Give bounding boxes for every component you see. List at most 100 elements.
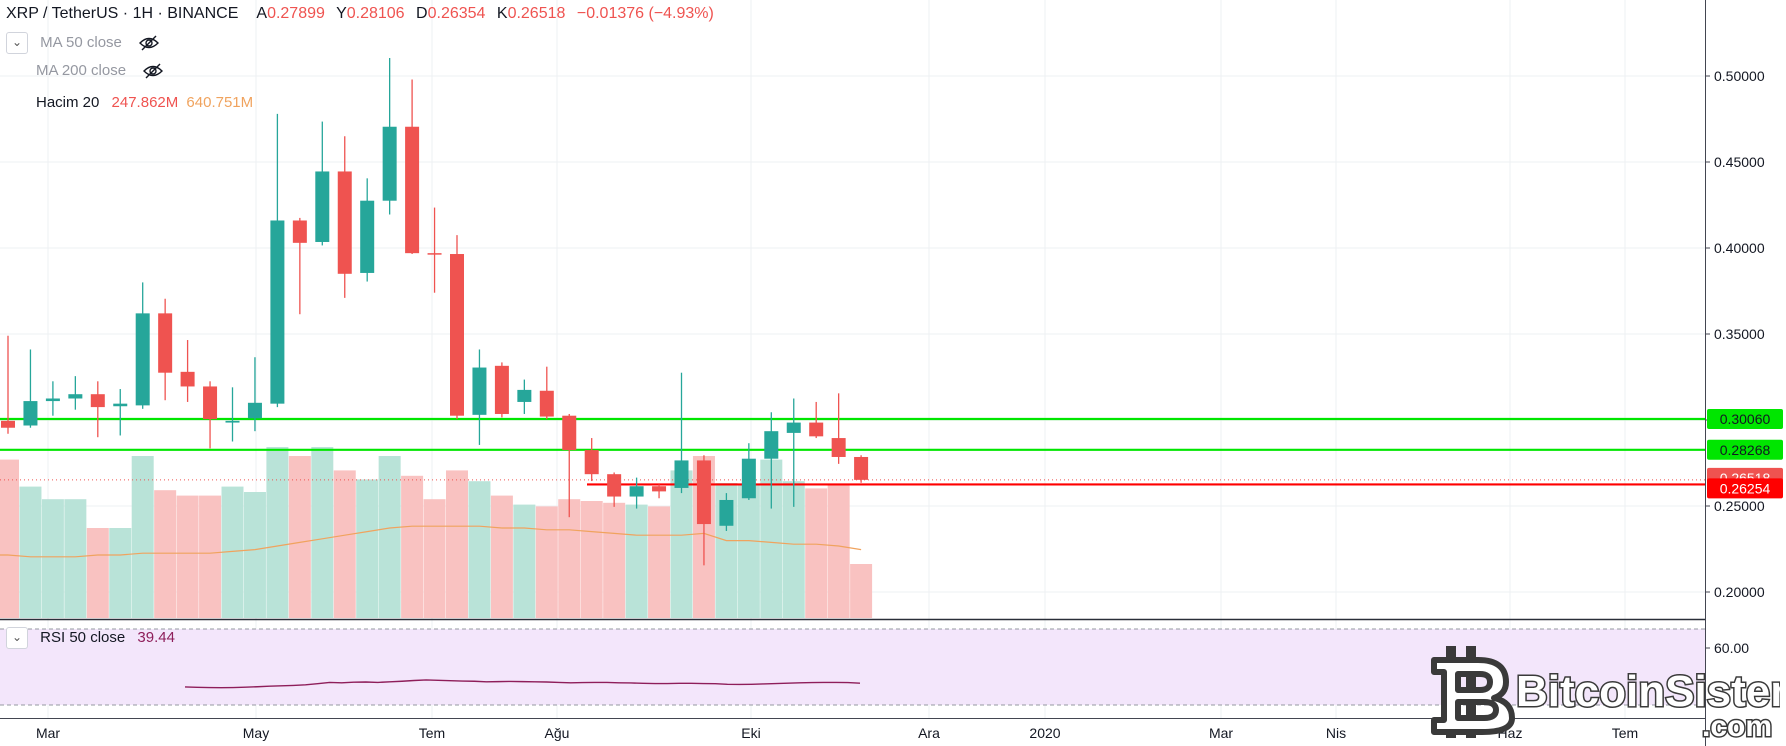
candle-body <box>629 486 644 497</box>
volume-value: 247.862M <box>111 94 179 111</box>
candle-body <box>23 401 38 426</box>
volume-bar <box>603 502 626 618</box>
price-tick-label: 0.25000 <box>1714 498 1765 514</box>
volume-ma-value: 640.751M <box>186 94 254 111</box>
level-label-green-text: 0.30060 <box>1720 411 1771 427</box>
candle-body <box>180 371 195 387</box>
candle-body <box>203 386 218 420</box>
volume-bar <box>423 499 446 618</box>
candle-body <box>539 390 554 417</box>
volume-bar <box>850 564 873 618</box>
candle-body <box>607 474 622 497</box>
level-label-red <box>1707 478 1783 499</box>
rsi-value: 39.44 <box>137 628 175 646</box>
bitcoinsistemi-watermark: BitcoinSistemi .com <box>1431 646 1780 740</box>
candle-body <box>270 220 285 404</box>
volume-bar <box>625 504 648 618</box>
high-key: Y <box>336 5 347 22</box>
volume-bar <box>513 504 536 618</box>
level-label-red-text: 0.26254 <box>1720 480 1771 496</box>
price-tick-label: 0.20000 <box>1714 584 1765 600</box>
candle-body <box>764 431 779 459</box>
candles <box>1 57 869 566</box>
legend-ma50[interactable]: ⌄ MA 50 close <box>0 32 160 54</box>
candle-body <box>315 171 330 242</box>
volume-bar <box>333 470 356 618</box>
collapse-rsi-legend-button[interactable]: ⌄ <box>6 627 28 649</box>
volume-bar <box>827 484 850 618</box>
volume-bar <box>782 481 805 618</box>
candle-body <box>472 367 487 415</box>
volume-bar <box>446 470 468 618</box>
open-value: 0.27899 <box>267 5 325 22</box>
close-key: K <box>496 5 508 22</box>
volume-bar <box>311 447 334 618</box>
candle-body <box>247 402 262 419</box>
volume-bar <box>199 495 222 618</box>
candle-body <box>135 313 150 406</box>
volume-bar <box>86 528 109 618</box>
time-tick-label: Tem <box>419 725 445 741</box>
chart-header: XRP / TetherUS · 1H · BINANCE A0.27899 Y… <box>6 5 721 23</box>
volume-bar <box>0 459 19 618</box>
volume-bar <box>580 501 603 618</box>
horizontal-levels <box>0 417 1705 486</box>
time-tick-label: Ağu <box>545 725 570 741</box>
candle-body <box>292 220 307 243</box>
watermark-suffix: .com <box>1702 710 1772 740</box>
candle-body <box>809 422 824 437</box>
volume-bar <box>558 499 581 618</box>
candle-body <box>674 460 689 488</box>
ma200-label: MA 200 close <box>36 62 127 79</box>
time-tick-label: Ara <box>918 725 940 741</box>
volume-bar <box>356 479 379 618</box>
watermark-brand: BitcoinSistemi <box>1516 667 1780 716</box>
volume-bars <box>0 447 873 618</box>
close-value: 0.26518 <box>507 5 566 22</box>
level-label-green-text: 0.28268 <box>1720 442 1771 458</box>
volume-bar <box>176 495 199 618</box>
candle-body <box>831 438 846 457</box>
candle-body <box>854 456 869 480</box>
legend-ma200[interactable]: MA 200 close <box>36 62 164 79</box>
low-value: 0.26354 <box>427 5 486 22</box>
volume-bar <box>490 495 513 618</box>
volume-bar <box>19 486 42 618</box>
ma50-label: MA 50 close <box>40 33 122 51</box>
time-tick-label: Nis <box>1326 725 1346 741</box>
time-axis: Mar May Tem Ağu Eki Ara 2020 Mar Nis Haz Tem <box>36 725 1638 741</box>
symbol-title: XRP / TetherUS · 1H · BINANCE <box>6 5 239 22</box>
price-tick-label: 0.35000 <box>1714 326 1765 342</box>
price-axis: 0.500000.450000.400000.350000.300000.250… <box>1705 68 1765 656</box>
volume-bar <box>154 490 177 618</box>
candle-body <box>225 420 240 423</box>
candle-body <box>584 450 599 475</box>
volume-bar <box>221 486 244 618</box>
candle-body <box>562 415 577 451</box>
volume-bar <box>760 459 783 618</box>
volume-bar <box>648 506 671 618</box>
volume-bar <box>41 499 64 618</box>
candle-body <box>786 422 801 433</box>
time-tick-label: Eki <box>741 725 760 741</box>
level-label-green <box>1707 439 1783 460</box>
candle-body <box>90 394 105 408</box>
candle-body <box>696 460 711 525</box>
volume-bar <box>805 488 828 618</box>
rsi-tick-label: 60.00 <box>1714 640 1749 656</box>
legend-volume[interactable]: Hacim 20 247.862M 640.751M <box>36 94 253 111</box>
candle-body <box>45 398 60 402</box>
candle-body <box>450 254 464 416</box>
legend-rsi[interactable]: ⌄ RSI 50 close 39.44 <box>0 627 175 649</box>
collapse-legend-button[interactable]: ⌄ <box>6 32 28 54</box>
hidden-eye-icon[interactable] <box>138 35 160 51</box>
candle-body <box>517 389 532 402</box>
hidden-eye-icon[interactable] <box>142 63 164 79</box>
volume-bar <box>243 492 266 618</box>
candle-body <box>382 126 397 201</box>
level-label-green <box>1707 408 1783 429</box>
time-tick-label: 2020 <box>1029 725 1060 741</box>
volume-bar <box>670 470 693 618</box>
